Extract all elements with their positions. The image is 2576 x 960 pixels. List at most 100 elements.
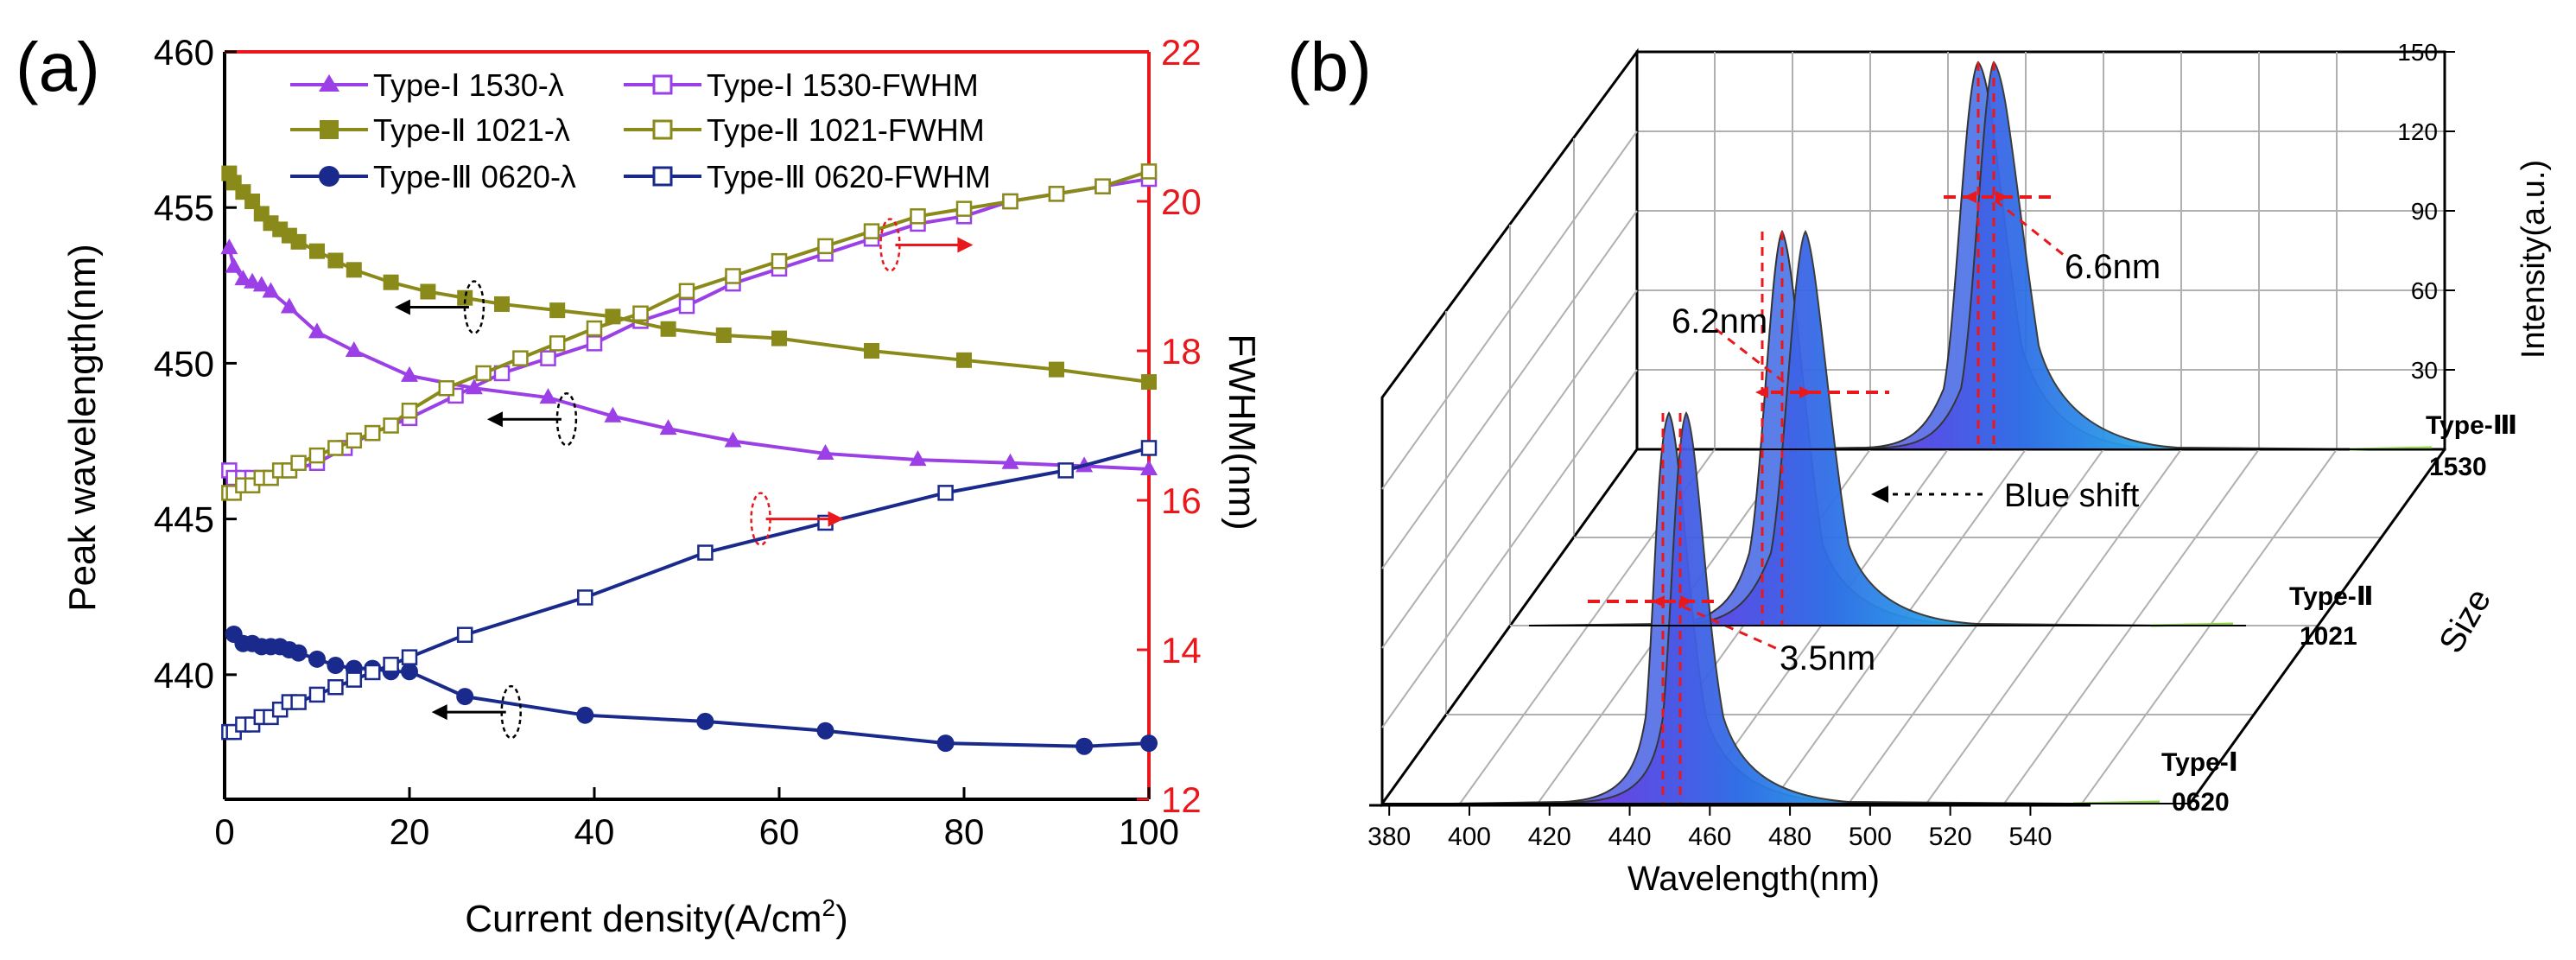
data-point (1048, 186, 1065, 202)
data-point (401, 366, 418, 382)
y-right-tick-label: 12 (1161, 779, 1202, 820)
x-tick-label: 80 (944, 811, 985, 852)
data-point (678, 283, 695, 300)
data-point (936, 734, 955, 753)
data-point (308, 686, 326, 703)
data-point (252, 276, 270, 292)
data-point (1002, 193, 1018, 210)
b-x-tick-label: 440 (1608, 823, 1651, 851)
data-point (1140, 459, 1158, 475)
data-point (327, 440, 344, 456)
svg-text:1021: 1021 (2300, 622, 2357, 651)
data-point (327, 657, 345, 675)
data-point (549, 335, 566, 352)
data-point (280, 297, 298, 314)
b-x-tick-label: 380 (1367, 823, 1411, 851)
series-line (229, 446, 1150, 734)
data-point (937, 485, 954, 501)
svg-text:Type-Ⅱ 1021-λ: Type-Ⅱ 1021-λ (373, 112, 570, 148)
annotation-arrowhead (828, 511, 844, 527)
data-point (586, 320, 603, 337)
data-point (289, 644, 308, 662)
chart-a-legend: Type-Ⅰ 1530-λ Type-Ⅰ 1530-FWHM Type-Ⅱ 10… (290, 67, 991, 194)
data-point (290, 233, 307, 250)
spectrum-type3: 6.6nm (1727, 60, 2433, 451)
data-point (457, 289, 473, 306)
annotation-3-5nm: 3.5nm (1780, 639, 1875, 677)
data-point (1049, 361, 1064, 378)
data-point (910, 208, 926, 225)
data-point (1140, 734, 1158, 753)
data-point (549, 302, 566, 319)
b-x-tick-label: 480 (1768, 823, 1811, 851)
data-point (1057, 462, 1074, 479)
spectrum-type2: 6.2nm Blue shift (1528, 230, 2234, 627)
data-point (604, 406, 622, 423)
data-point (817, 238, 834, 255)
data-point (494, 296, 510, 312)
data-point (420, 283, 436, 300)
data-point (401, 649, 418, 665)
data-point (244, 272, 262, 289)
chart-a-annotations (394, 218, 974, 740)
chart-b-z-ticks: 30 60 90 120 150 (2397, 39, 2455, 384)
data-point (577, 589, 593, 606)
x-tick-label: 0 (214, 811, 234, 852)
data-point (456, 688, 474, 706)
svg-text:Type-Ⅲ 0620-λ: Type-Ⅲ 0620-λ (373, 159, 576, 194)
annotation-6-2nm: 6.2nm (1672, 302, 1767, 340)
data-point (715, 327, 732, 343)
chart-b-size-axis (2188, 448, 2446, 804)
b-z-tick-label: 150 (2397, 39, 2438, 66)
svg-text:Type-Ⅰ 1530-λ: Type-Ⅰ 1530-λ (373, 67, 564, 103)
annotation-arrowhead (394, 299, 410, 315)
annotation-arrowhead (431, 704, 447, 721)
series-line (232, 633, 1150, 748)
chart-b-xlabel: Wavelength(nm) (1627, 860, 1880, 898)
data-point (475, 365, 492, 382)
annotation-blue-shift: Blue shift (2004, 478, 2140, 514)
chart-b-left-wall (1380, 48, 1639, 808)
data-point (539, 388, 557, 404)
chart-a-series (220, 163, 1158, 755)
data-point (401, 663, 418, 681)
b-z-tick-label: 90 (2411, 198, 2438, 225)
chart-a-frame (223, 50, 1151, 801)
size-label-type2: Type-Ⅱ 1021 (2289, 582, 2374, 651)
data-point (1075, 737, 1094, 755)
legend-item-type3-lambda: Type-Ⅲ 0620-λ (290, 159, 576, 194)
svg-text:Type-Ⅱ 1021-FWHM: Type-Ⅱ 1021-FWHM (707, 112, 985, 148)
data-point (586, 335, 603, 352)
chart-a-xlabel-sup: 2 (822, 894, 836, 921)
b-x-tick-label: 520 (1929, 823, 1972, 851)
chart-a-xlabel-end: ) (835, 898, 848, 940)
data-point (220, 238, 238, 255)
data-point (696, 712, 714, 730)
line-chart-a: 0 20 40 60 80 100440445450455460121416182022 … (61, 32, 1263, 940)
data-point (512, 350, 529, 366)
y-left-tick-label: 445 (154, 499, 214, 540)
data-point (308, 322, 326, 339)
chart-b-zlabel: Size (2432, 582, 2498, 659)
chart-a-ylabel-right: FWHM(nm) (1221, 334, 1263, 530)
data-point (345, 341, 363, 357)
data-point (909, 450, 927, 467)
data-point (725, 268, 741, 284)
spectrum-type1: 3.5nm (1450, 410, 2160, 805)
data-point (956, 352, 972, 368)
data-point (1141, 374, 1157, 391)
data-point (234, 270, 252, 286)
y-left-tick-label: 455 (154, 188, 214, 228)
data-point (1094, 178, 1111, 194)
data-point (1001, 453, 1019, 469)
data-point (576, 706, 594, 724)
waterfall-chart-b: 30 60 90 120 150 Intensity(a.u.) 6.6nm (1367, 39, 2552, 898)
data-point (816, 443, 834, 460)
annotation-arrowhead (486, 411, 503, 428)
legend-item-type1-lambda: Type-Ⅰ 1530-λ (290, 67, 564, 103)
x-tick-label: 60 (759, 811, 800, 852)
svg-text:Type-Ⅰ: Type-Ⅰ (2161, 748, 2238, 777)
data-point (346, 262, 362, 278)
data-point (309, 243, 325, 259)
panel-label-b: (b) (1287, 29, 1372, 105)
